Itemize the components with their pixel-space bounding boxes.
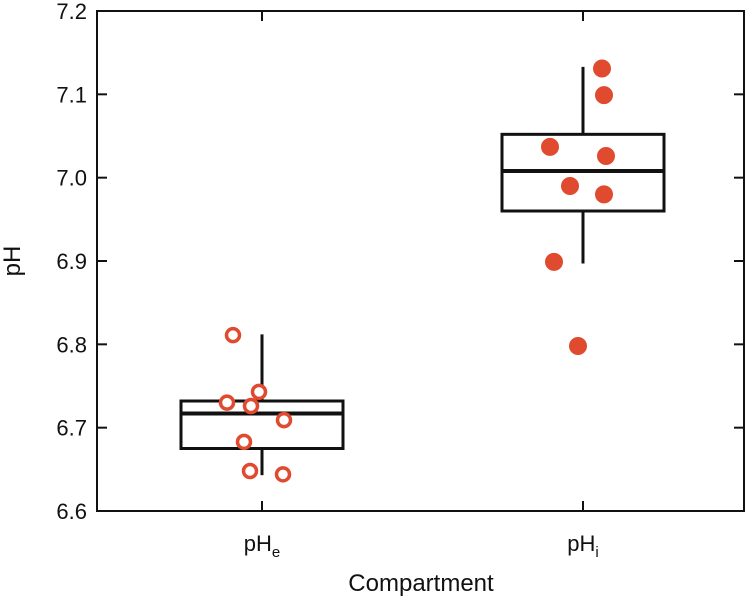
- data-points: [218, 59, 615, 483]
- data-point-pHi: [593, 59, 611, 78]
- y-tick-label: 6.9: [56, 249, 87, 274]
- y-axis-label: pH: [0, 246, 26, 277]
- plot-frame: [96, 10, 745, 512]
- data-point-pHi: [595, 86, 613, 105]
- data-point-pHi: [597, 147, 615, 165]
- x-axis-label: Compartment: [348, 570, 494, 597]
- data-point-pHe: [242, 397, 260, 415]
- y-tick-label: 6.7: [56, 416, 87, 441]
- y-tick-label: 6.6: [56, 499, 87, 524]
- y-axis-ticks: 6.6 6.7 6.8 6.9 7.0 7.1 7.2: [56, 0, 744, 524]
- box-series: [179, 66, 666, 476]
- x-tick-label-pHe: pHe: [244, 531, 280, 561]
- data-point-pHi: [595, 185, 613, 204]
- data-point-pHe: [235, 433, 253, 451]
- data-point-pHi: [545, 252, 563, 271]
- data-point-pHe: [275, 411, 293, 429]
- data-point-pHe: [224, 326, 242, 344]
- y-tick-label: 7.0: [56, 166, 87, 191]
- y-tick-label: 6.8: [56, 332, 87, 357]
- x-tick-label-pHi: pHi: [567, 531, 598, 561]
- data-point-pHe: [241, 462, 259, 480]
- data-point-pHi: [569, 337, 587, 355]
- box-pHe: [179, 399, 345, 450]
- x-axis-ticks: pHe pHi: [244, 11, 599, 561]
- data-point-pHi: [541, 137, 559, 156]
- data-point-pHe: [250, 383, 268, 401]
- data-point-pHi: [561, 177, 579, 195]
- data-point-pHe: [218, 394, 236, 411]
- y-tick-label: 7.1: [56, 82, 87, 107]
- y-tick-label: 7.2: [56, 0, 87, 24]
- data-point-pHe: [274, 466, 292, 483]
